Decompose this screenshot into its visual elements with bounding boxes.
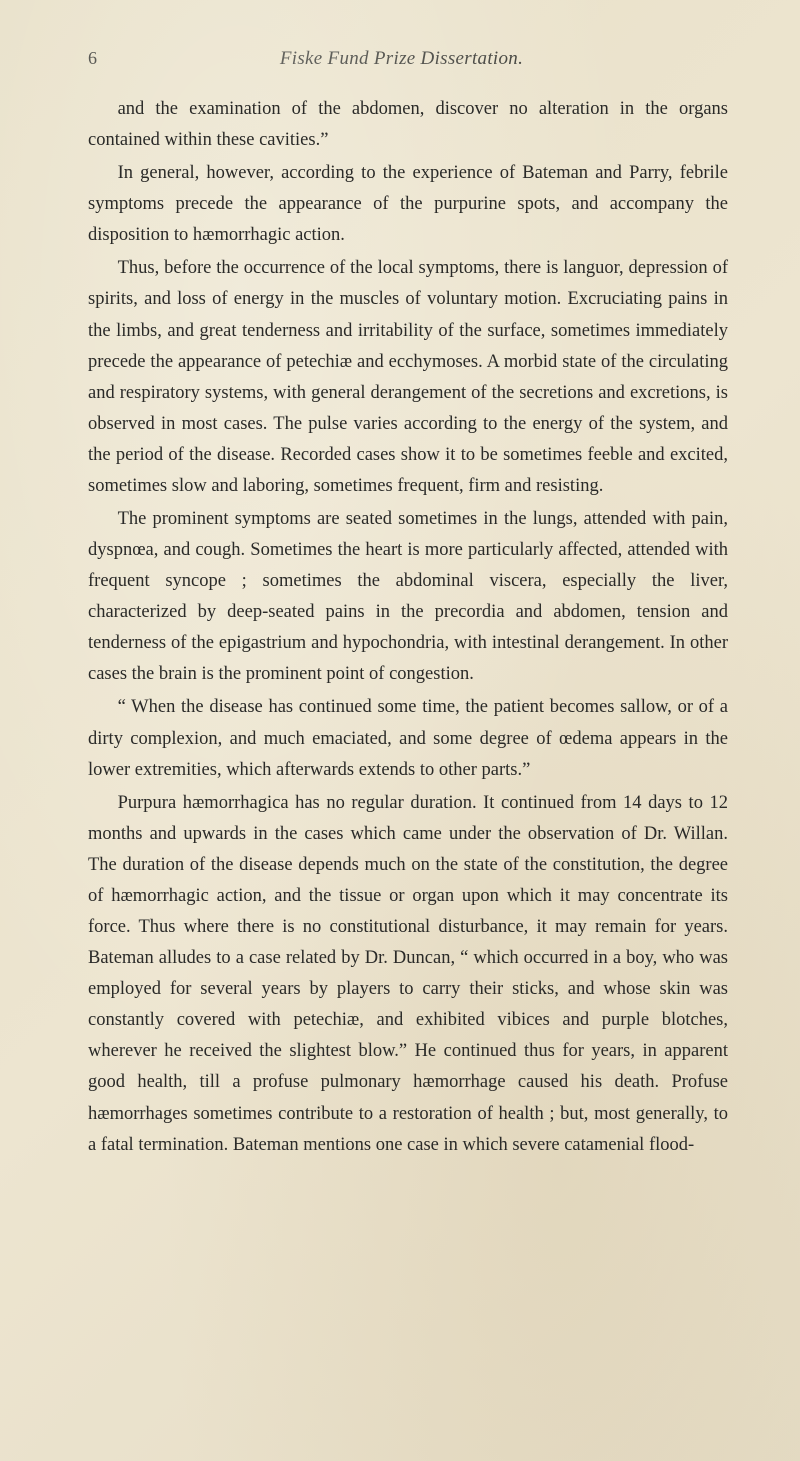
paragraph: Thus, before the occurrence of the local… [88,253,728,502]
paragraph: “ When the disease has continued some ti… [88,692,728,785]
paragraph: Purpura hæmorrhagica has no regular dura… [88,788,728,1161]
paragraph: In general, however, according to the ex… [88,158,728,251]
paragraph: and the examination of the abdomen, disc… [88,94,728,156]
page-header: 6 Fiske Fund Prize Dissertation. [88,48,728,70]
running-title: Fiske Fund Prize Dissertation. [115,48,728,70]
paragraph: The prominent symptoms are seated someti… [88,504,728,690]
body-text: and the examination of the abdomen, disc… [88,94,728,1161]
page-number: 6 [88,48,97,69]
